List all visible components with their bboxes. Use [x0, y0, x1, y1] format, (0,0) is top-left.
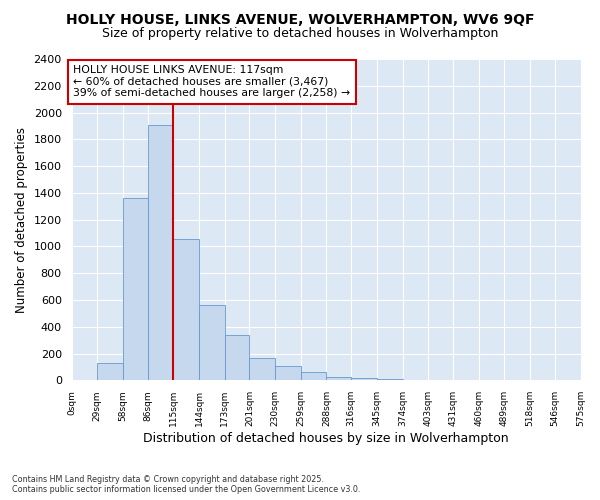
Text: HOLLY HOUSE, LINKS AVENUE, WOLVERHAMPTON, WV6 9QF: HOLLY HOUSE, LINKS AVENUE, WOLVERHAMPTON… — [66, 12, 534, 26]
Bar — [275, 366, 301, 380]
Bar — [301, 372, 326, 380]
X-axis label: Distribution of detached houses by size in Wolverhampton: Distribution of detached houses by size … — [143, 432, 509, 445]
Bar — [377, 379, 403, 380]
Bar — [148, 124, 173, 380]
Bar — [326, 377, 351, 380]
Text: Contains HM Land Registry data © Crown copyright and database right 2025.
Contai: Contains HM Land Registry data © Crown c… — [12, 474, 361, 494]
Y-axis label: Number of detached properties: Number of detached properties — [15, 126, 28, 312]
Bar — [123, 198, 148, 380]
Bar — [97, 363, 123, 380]
Text: Size of property relative to detached houses in Wolverhampton: Size of property relative to detached ho… — [102, 28, 498, 40]
Bar — [250, 358, 275, 380]
Bar — [224, 336, 250, 380]
Bar — [173, 239, 199, 380]
Bar — [351, 378, 377, 380]
Bar — [199, 306, 224, 380]
Text: HOLLY HOUSE LINKS AVENUE: 117sqm
← 60% of detached houses are smaller (3,467)
39: HOLLY HOUSE LINKS AVENUE: 117sqm ← 60% o… — [73, 65, 350, 98]
